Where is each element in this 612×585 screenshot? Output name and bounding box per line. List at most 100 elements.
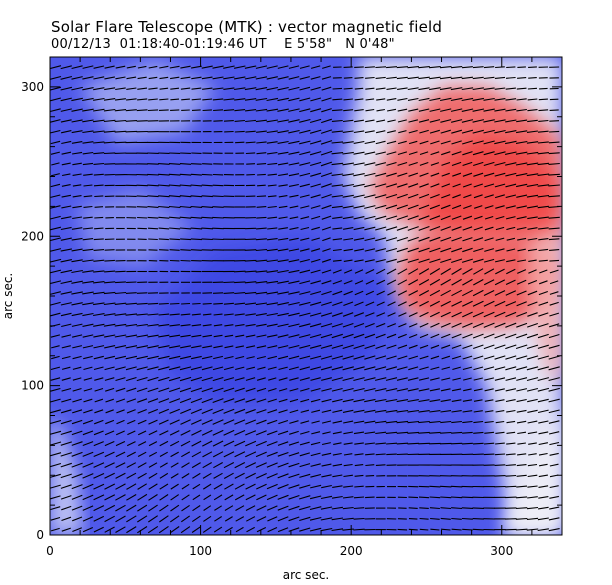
- vector-mark: [148, 430, 158, 436]
- vector-mark: [234, 109, 246, 112]
- vector-mark: [82, 162, 94, 166]
- vector-mark: [408, 312, 418, 317]
- vector-mark: [528, 453, 537, 456]
- vector-mark: [202, 440, 213, 447]
- vector-mark: [158, 366, 170, 371]
- vector-mark: [527, 322, 538, 328]
- vector-mark: [213, 334, 223, 338]
- vector-mark: [461, 258, 473, 263]
- vector-mark: [72, 409, 83, 414]
- vector-mark: [505, 205, 516, 209]
- vector-mark: [407, 204, 419, 210]
- vector-mark: [147, 398, 159, 403]
- vector-mark: [299, 129, 311, 134]
- vector-mark: [158, 195, 170, 198]
- vector-mark: [158, 163, 170, 165]
- vector-mark: [483, 161, 495, 167]
- vector-mark: [462, 268, 473, 275]
- vector-mark: [245, 313, 256, 316]
- vector-mark: [451, 268, 462, 275]
- vector-mark: [343, 259, 353, 262]
- vector-mark: [201, 65, 213, 69]
- vector-mark: [245, 119, 256, 123]
- vector-mark: [266, 451, 278, 457]
- vector-mark: [385, 388, 398, 392]
- vector-mark: [300, 387, 310, 392]
- vector-mark: [71, 248, 83, 252]
- vector-mark: [126, 504, 137, 512]
- vector-mark: [332, 290, 343, 296]
- vector-mark: [212, 206, 224, 208]
- vector-mark: [310, 280, 321, 285]
- vector-mark: [235, 334, 245, 338]
- vector-mark: [126, 87, 137, 90]
- vector-mark: [440, 278, 451, 286]
- vector-mark: [235, 345, 245, 349]
- vector-mark: [181, 473, 190, 479]
- vector-mark: [450, 496, 463, 499]
- vector-mark: [515, 355, 528, 360]
- vector-mark: [376, 119, 386, 123]
- vector-mark: [50, 215, 61, 220]
- vector-mark: [169, 65, 180, 69]
- vector-mark: [386, 247, 398, 253]
- vector-mark: [309, 151, 322, 156]
- vector-mark: [180, 430, 191, 436]
- vector-mark: [137, 515, 148, 523]
- vector-mark: [168, 366, 181, 371]
- vector-mark: [548, 377, 560, 382]
- vector-mark: [364, 66, 375, 69]
- vector-mark: [181, 494, 190, 501]
- vector-mark: [473, 431, 484, 434]
- vector-mark: [494, 311, 506, 318]
- vector-mark: [439, 97, 452, 102]
- vector-mark: [82, 119, 94, 123]
- vector-mark: [397, 172, 408, 177]
- vector-mark: [299, 162, 311, 166]
- vector-mark: [310, 205, 321, 209]
- vector-mark: [333, 442, 342, 445]
- vector-mark: [495, 237, 505, 241]
- vector-mark: [354, 485, 364, 488]
- vector-mark: [212, 195, 224, 198]
- vector-mark: [255, 119, 267, 123]
- vector-mark: [223, 419, 235, 425]
- vector-mark: [396, 420, 409, 424]
- vector-mark: [255, 97, 268, 101]
- vector-mark: [374, 377, 387, 381]
- vector-mark: [332, 238, 343, 241]
- vector-mark: [50, 65, 62, 70]
- vector-mark: [203, 515, 212, 522]
- vector-mark: [364, 259, 375, 263]
- vector-mark: [202, 472, 212, 479]
- vector-mark: [483, 151, 495, 156]
- vector-mark: [72, 377, 82, 381]
- vector-mark: [71, 141, 83, 144]
- vector-mark: [277, 473, 289, 479]
- vector-mark: [71, 97, 83, 102]
- vector-mark: [321, 97, 332, 102]
- vector-mark: [266, 494, 278, 501]
- vector-mark: [224, 334, 234, 338]
- vector-mark: [375, 453, 386, 456]
- vector-mark: [526, 344, 539, 350]
- vector-mark: [353, 194, 365, 198]
- vector-mark: [277, 441, 289, 446]
- vector-mark: [235, 516, 245, 522]
- vector-mark: [179, 205, 192, 209]
- vector-mark: [549, 485, 559, 489]
- vector-mark: [548, 162, 560, 165]
- vector-mark: [440, 215, 451, 221]
- vector-mark: [472, 507, 485, 509]
- vector-mark: [256, 141, 267, 144]
- vector-mark: [71, 237, 83, 241]
- vector-mark: [255, 313, 267, 316]
- vector-mark: [310, 65, 321, 69]
- vector-mark: [61, 205, 72, 209]
- vector-mark: [93, 313, 105, 317]
- vector-mark: [538, 323, 549, 328]
- vector-mark: [322, 237, 331, 242]
- vector-mark: [72, 366, 82, 370]
- vector-mark: [299, 280, 311, 285]
- vector-mark: [60, 302, 72, 306]
